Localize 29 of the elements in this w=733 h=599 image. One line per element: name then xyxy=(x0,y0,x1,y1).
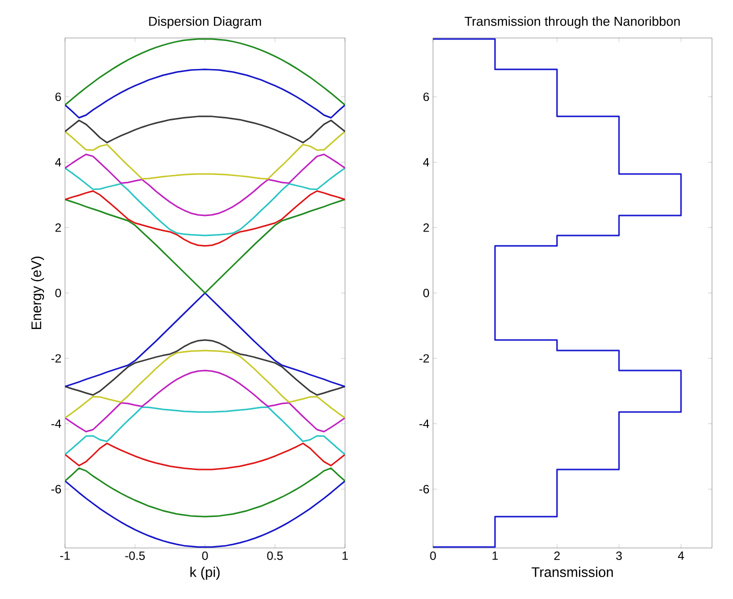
y-tick-label: -6 xyxy=(419,484,429,494)
x-tick-label: 1 xyxy=(342,552,348,560)
y-tick-label: -6 xyxy=(51,484,61,494)
y-tick-label: -2 xyxy=(51,354,61,363)
x-axis-title: Transmission xyxy=(532,566,613,578)
y-tick-label: 4 xyxy=(55,158,62,166)
y-tick-label: 0 xyxy=(55,288,62,298)
y-tick-label: -4 xyxy=(51,420,62,428)
y-tick-label: 2 xyxy=(55,223,61,232)
y-tick-label: -4 xyxy=(419,420,430,428)
chart-title: Dispersion Diagram xyxy=(149,16,261,28)
x-tick-label: -1 xyxy=(60,552,70,560)
y-tick-label: -2 xyxy=(419,354,429,363)
y-axis-title: Energy (eV) xyxy=(31,256,44,330)
x-tick-label: 1 xyxy=(492,552,498,560)
chart-title: Transmission through the Nanoribbon xyxy=(464,16,680,28)
x-tick-label: 3 xyxy=(616,552,622,560)
y-tick-label: 6 xyxy=(55,92,61,102)
x-tick-label: 4 xyxy=(678,552,684,560)
x-tick-label: 0 xyxy=(430,552,436,560)
x-tick-label: 2 xyxy=(554,552,560,560)
y-tick-label: 6 xyxy=(423,92,429,102)
x-tick-label: 0 xyxy=(202,552,208,560)
y-tick-label: 4 xyxy=(423,158,430,166)
x-tick-label: 0.5 xyxy=(267,552,283,560)
x-axis-title: k (pi) xyxy=(190,566,220,580)
x-tick-label: -0.5 xyxy=(125,552,145,560)
y-tick-label: 0 xyxy=(423,288,430,298)
y-tick-label: 2 xyxy=(423,223,429,232)
